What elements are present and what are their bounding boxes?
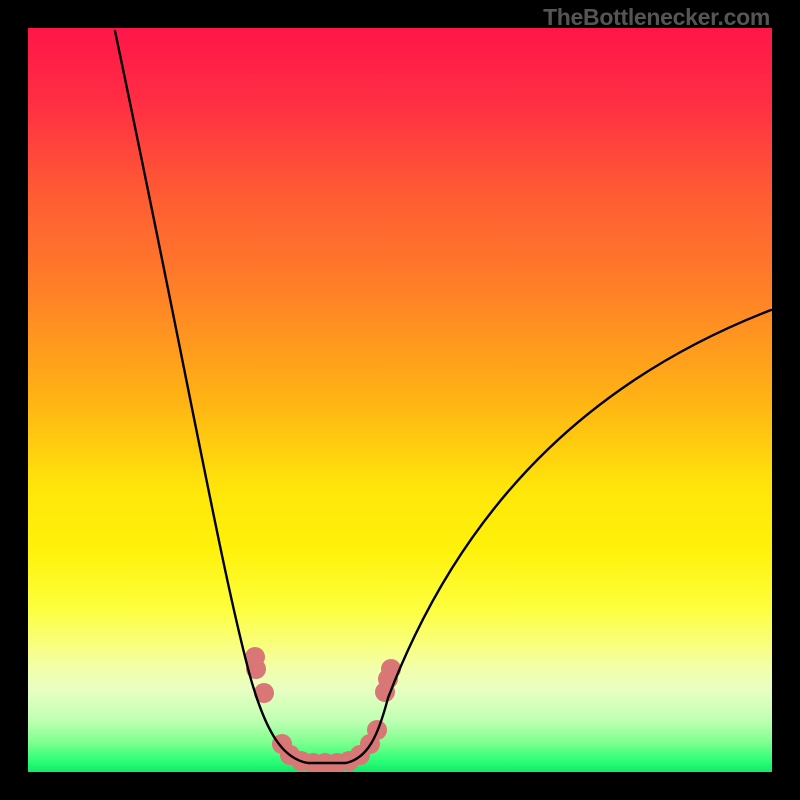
watermark-text: TheBottlenecker.com — [543, 4, 770, 31]
plot-area — [28, 28, 772, 772]
v-curve-path — [115, 31, 771, 763]
chart-svg — [28, 28, 772, 772]
bead-chain — [245, 647, 401, 772]
